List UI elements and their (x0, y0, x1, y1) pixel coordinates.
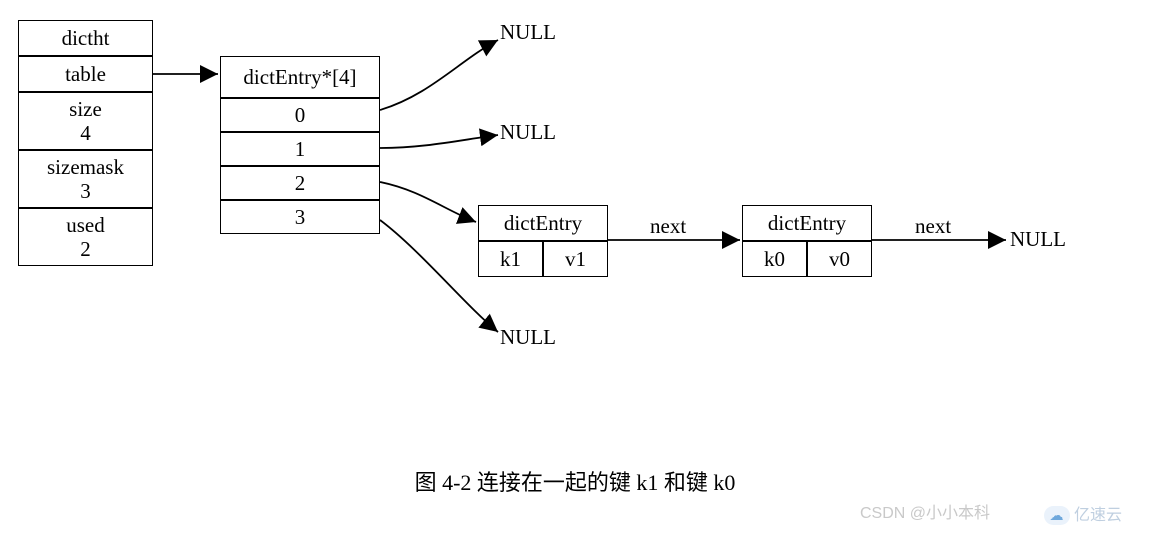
dictht-size-label: size (69, 97, 102, 121)
null-tail: NULL (1010, 227, 1066, 252)
chain-node-1-val: v0 (807, 241, 872, 277)
entry-array-slot0: 0 (220, 98, 380, 132)
entry-array-title: dictEntry*[4] (220, 56, 380, 98)
entry-array-slot1: 1 (220, 132, 380, 166)
watermark-yisu: ☁ 亿速云 (1044, 501, 1122, 525)
dictht-title: dictht (18, 20, 153, 56)
chain-node-0-title: dictEntry (478, 205, 608, 241)
chain-node-0-key: k1 (478, 241, 543, 277)
chain-node-1-next: next (915, 214, 951, 239)
watermark-yisu-text: 亿速云 (1074, 507, 1122, 524)
dictht-used: used 2 (18, 208, 153, 266)
dictht-sizemask-value: 3 (80, 179, 91, 203)
dictht-size: size 4 (18, 92, 153, 150)
dictht-sizemask: sizemask 3 (18, 150, 153, 208)
null-slot1: NULL (500, 120, 556, 145)
cloud-icon: ☁ (1044, 506, 1070, 525)
chain-node-1-title: dictEntry (742, 205, 872, 241)
dictht-used-value: 2 (80, 237, 91, 261)
chain-node-0-next: next (650, 214, 686, 239)
chain-node-1-key: k0 (742, 241, 807, 277)
dictht-used-label: used (66, 213, 105, 237)
dictht-table: table (18, 56, 153, 92)
null-slot0: NULL (500, 20, 556, 45)
entry-array-slot3: 3 (220, 200, 380, 234)
figure-caption: 图 4-2 连接在一起的键 k1 和键 k0 (0, 465, 1150, 497)
null-slot3: NULL (500, 325, 556, 350)
chain-node-0-val: v1 (543, 241, 608, 277)
dictht-sizemask-label: sizemask (47, 155, 124, 179)
dictht-size-value: 4 (80, 121, 91, 145)
watermark-csdn: CSDN @小小本科 (860, 499, 990, 523)
entry-array-slot2: 2 (220, 166, 380, 200)
